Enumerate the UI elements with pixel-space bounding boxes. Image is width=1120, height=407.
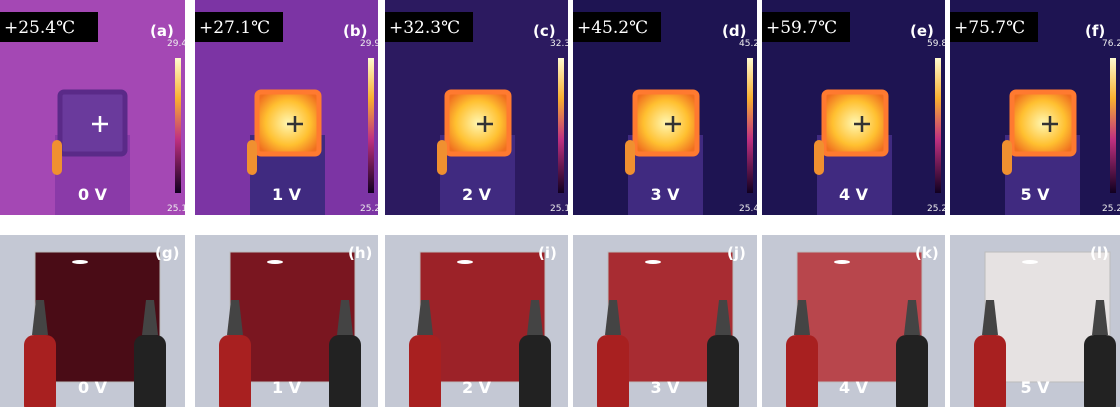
scale-min: 25.2 [927,204,947,214]
panel-label: (l) [1090,244,1109,262]
clip-handle [409,335,441,407]
voltage: 2 V [462,185,492,204]
thermal-panel: +59.7℃ (e)59.8 25.2 4 V [762,0,947,215]
voltage: 0 V [78,185,108,204]
electrode [1002,140,1012,175]
voltage: 4 V [839,185,869,204]
panel-label: (k) [915,244,939,262]
panel-label: (e) [910,22,934,40]
electrode [247,140,257,175]
glare [72,260,88,264]
scale-min: 25.2 [360,204,380,214]
photo-panel: (j) 3 V [573,235,757,407]
voltage: 5 V [1020,185,1050,204]
temperature: +59.7℃ [766,18,837,38]
clip-handle [1084,335,1116,407]
figure: +25.4℃ (a)29.4 25.1 0 V (g) 0 V +27.1℃ (b)29.9 2… [0,0,1120,407]
photo-panel: (g) 0 V [0,235,185,407]
scale-max: 29.4 [167,39,187,49]
voltage: 3 V [650,378,680,397]
color-bar [558,58,564,193]
voltage: 3 V [650,185,680,204]
electrode [625,140,635,175]
electrode [437,140,447,175]
panel-label: (d) [722,22,746,40]
temperature: +27.1℃ [199,18,270,38]
panel-label: (b) [343,22,367,40]
color-bar [175,58,181,193]
scale-min: 25.1 [550,204,570,214]
scale-max: 29.9 [360,39,380,49]
thermal-panel: +25.4℃ (a)29.4 25.1 0 V [0,0,187,215]
color-bar [935,58,941,193]
panel-label: (c) [533,22,556,40]
photo-panel: (h) 1 V [195,235,378,407]
clip-handle [219,335,251,407]
color-bar [368,58,374,193]
voltage: 4 V [839,378,869,397]
color-bar [1110,58,1116,193]
clip-handle [329,335,361,407]
temperature: +45.2℃ [577,18,648,38]
clip-handle [786,335,818,407]
panel-label: (i) [538,244,557,262]
voltage: 1 V [272,378,302,397]
temperature: +32.3℃ [389,18,460,38]
glare [267,260,283,264]
thermal-panel: +32.3℃ (c)32.3 25.1 2 V [385,0,570,215]
panel-label: (a) [150,22,174,40]
scale-min: 25.4 [739,204,759,214]
thermal-panel: +27.1℃ (b)29.9 25.2 1 V [195,0,380,215]
clip-handle [519,335,551,407]
glare [457,260,473,264]
clip-handle [896,335,928,407]
photo-panel: (l) 5 V [950,235,1120,407]
glare [834,260,850,264]
scale-max: 32.3 [550,39,570,49]
color-bar [747,58,753,193]
photo-panel: (i) 2 V [385,235,568,407]
clip-handle [974,335,1006,407]
thermal-panel: +45.2℃ (d)45.2 25.4 3 V [573,0,759,215]
voltage: 0 V [78,378,108,397]
temperature: +75.7℃ [954,18,1025,38]
voltage: 5 V [1020,378,1050,397]
clip-handle [707,335,739,407]
clip-handle [134,335,166,407]
clip-handle [24,335,56,407]
scale-max: 45.2 [739,39,759,49]
electrode [52,140,62,175]
panel-label: (j) [727,244,746,262]
panel-label: (f) [1085,22,1105,40]
clip-handle [597,335,629,407]
voltage: 2 V [462,378,492,397]
electrode [814,140,824,175]
scale-min: 25.1 [167,204,187,214]
panel-label: (h) [348,244,372,262]
scale-min: 25.2 [1102,204,1120,214]
temperature: +25.4℃ [4,18,75,38]
scale-max: 76.2 [1102,39,1120,49]
scale-max: 59.8 [927,39,947,49]
photo-panel: (k) 4 V [762,235,945,407]
thermal-panel: +75.7℃ (f)76.2 25.2 5 V [950,0,1120,215]
glare [645,260,661,264]
glare [1022,260,1038,264]
panel-label: (g) [155,244,179,262]
voltage: 1 V [272,185,302,204]
